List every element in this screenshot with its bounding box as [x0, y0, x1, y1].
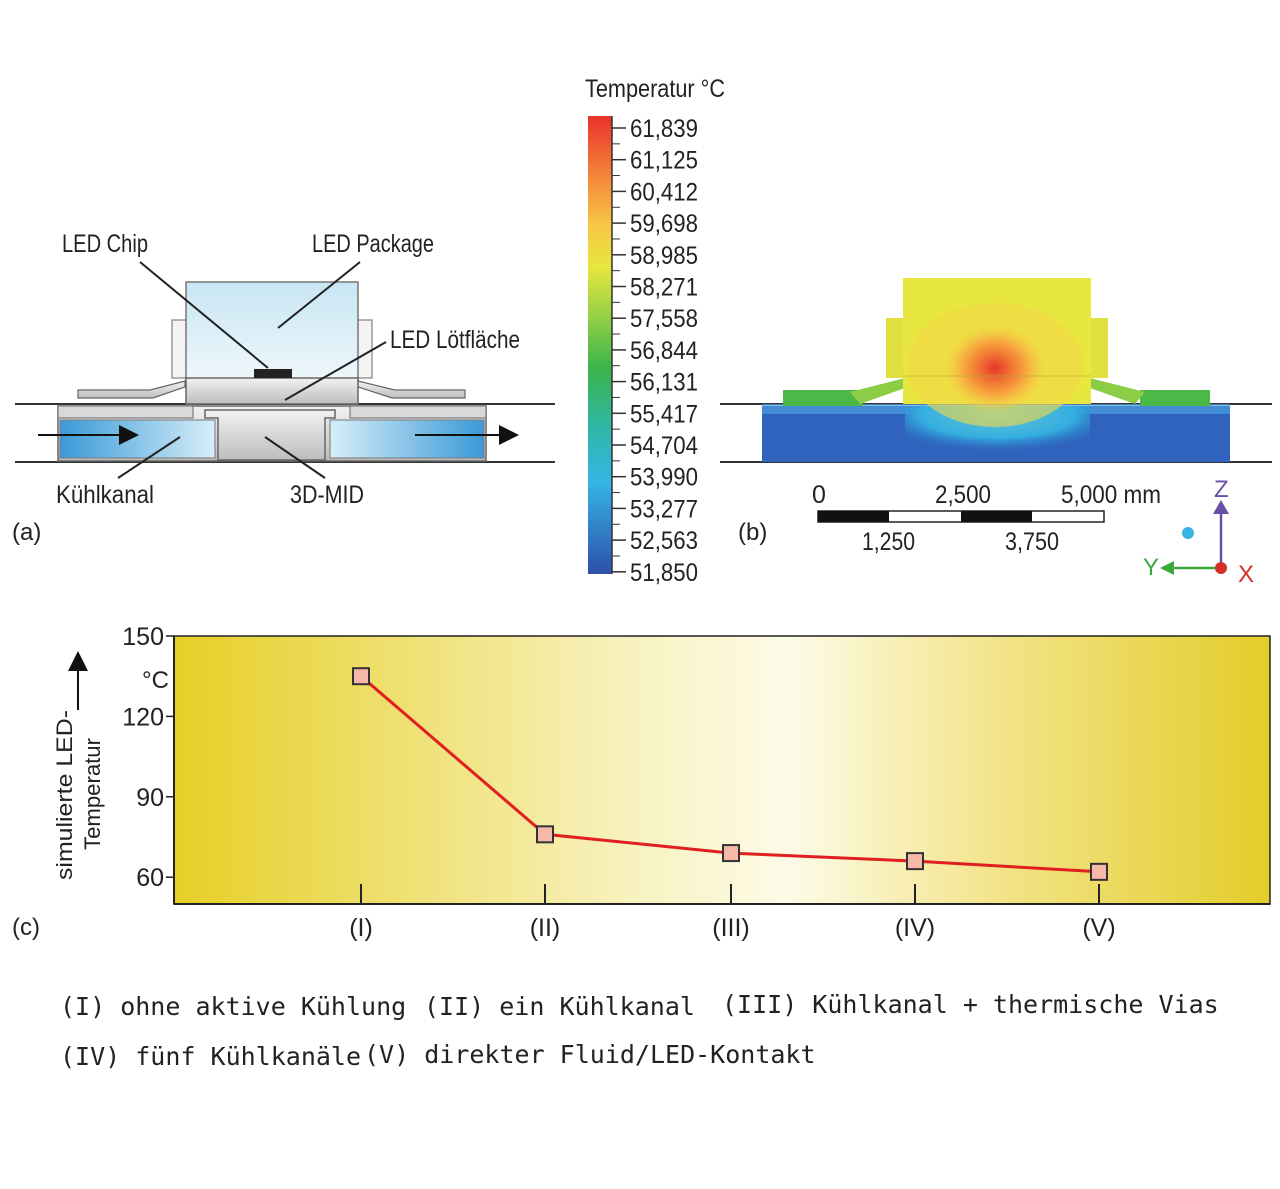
panel-a-schematic: LED Chip LED Package LED Lötfläche Kühlk…: [12, 230, 555, 546]
colorbar-tick-label: 53,277: [630, 495, 698, 523]
y-tick-label: 60: [136, 864, 164, 892]
scale-bar-seg-3: [961, 511, 1032, 522]
leader-package: [277, 261, 361, 329]
leader-pad: [284, 341, 387, 401]
data-point: [536, 825, 554, 844]
x-tick-label: (II): [530, 914, 561, 942]
leader-chip: [139, 261, 269, 369]
thermal-bridge-left: [850, 378, 905, 404]
colorbar-tick-label: 61,125: [630, 147, 698, 175]
legend-item-4: (IV) fünf Kühlkanäle: [60, 1042, 362, 1071]
x-tick-label: (I): [349, 914, 373, 942]
legend-item-1: (I) ohne aktive Kühlung: [60, 992, 407, 1021]
thermal-lead-right: [1140, 390, 1210, 406]
colorbar-tick-label: 51,850: [630, 559, 698, 587]
colorbar-tick-label: 56,844: [630, 337, 698, 365]
y-unit-label: °C: [142, 667, 169, 694]
colorbar-tick-label: 55,417: [630, 400, 698, 428]
triad-y-label: Y: [1143, 554, 1159, 581]
data-point: [906, 852, 924, 871]
legend-item-5: (V) direkter Fluid/LED-Kontakt: [364, 1040, 816, 1069]
led-solder-pad: [185, 377, 359, 405]
scale-label-3750: 3,750: [1005, 528, 1059, 556]
y-tick-label: 90: [136, 784, 164, 812]
triad-z-label: Z: [1214, 476, 1229, 503]
contact-pad-left: [57, 405, 194, 419]
colorbar: [588, 116, 612, 574]
thermal-lead-left: [783, 390, 863, 406]
scale-label-0: 0: [812, 481, 826, 509]
triad-z-arrow: [1213, 500, 1229, 514]
led-package-lens: [185, 281, 359, 381]
colorbar-tick-label: 56,131: [630, 369, 698, 397]
y-ticks: 60 90 120 150: [122, 623, 174, 892]
scale-label-2500: 2,500: [935, 481, 991, 509]
colorbar-tick-label: 61,839: [630, 115, 698, 143]
cooling-channel-left: [59, 419, 216, 459]
colorbar-tick-label: 58,271: [630, 274, 698, 302]
label-led-chip: LED Chip: [62, 230, 148, 258]
colorbar-tick-label: 59,698: [630, 210, 698, 238]
x-tick-label: (V): [1082, 914, 1115, 942]
colorbar-tick-label: 60,412: [630, 178, 698, 206]
leader-substrate: [264, 436, 326, 479]
y-tick-label: 120: [122, 703, 164, 731]
series-points: [352, 667, 1108, 881]
colorbar-tick-label: 53,990: [630, 464, 698, 492]
triad-x-label: X: [1238, 561, 1254, 588]
colorbar-tick-label: 54,704: [630, 432, 698, 460]
y-label-line1: simulierte LED-: [52, 710, 77, 880]
triad-y-arrow: [1160, 561, 1174, 575]
data-point: [722, 844, 740, 863]
legend-item-2: (II) ein Kühlkanal: [424, 992, 695, 1021]
data-point: [1090, 862, 1108, 881]
colorbar-tick-label: 57,558: [630, 305, 698, 333]
label-led-package: LED Package: [312, 230, 434, 258]
thermal-side-left: [886, 318, 904, 378]
legend-item-3: (III) Kühlkanal + thermische Vias: [722, 990, 1219, 1019]
thermal-hotspot: [943, 324, 1047, 412]
y-tick-label: 150: [122, 623, 164, 651]
x-ticks: (I) (II) (III) (IV) (V): [349, 884, 1116, 942]
data-point: [352, 667, 370, 686]
label-kuehlkanal: Kühlkanal: [56, 481, 154, 509]
mid-center-block: [204, 409, 336, 461]
panel-b-tag: (b): [738, 519, 767, 546]
colorbar-tick-label: 52,563: [630, 527, 698, 555]
led-chip: [254, 369, 292, 378]
y-label-line2: Temperatur: [80, 738, 105, 850]
x-tick-label: (III): [712, 914, 750, 942]
x-tick-label: (IV): [895, 914, 935, 942]
scale-label-5000: 5,000 mm: [1061, 481, 1161, 509]
label-led-loetflaeche: LED Lötfläche: [390, 326, 520, 354]
scale-label-1250: 1,250: [862, 528, 915, 556]
thermal-bridge-right: [1090, 378, 1145, 404]
cooling-channel-right: [329, 419, 485, 459]
leader-channel: [117, 436, 181, 479]
colorbar-tick-label: 58,985: [630, 242, 698, 270]
colorbar-title: Temperatur °C: [585, 75, 725, 103]
lead-right: [357, 380, 466, 399]
panel-a-tag: (a): [12, 519, 41, 546]
lead-left: [77, 380, 186, 399]
contact-pad-right: [349, 405, 487, 419]
y-label-group: simulierte LED- Temperatur: [52, 710, 105, 880]
triad-origin: [1215, 562, 1227, 574]
thermal-side-right: [1090, 318, 1108, 378]
triad-view-dot: [1182, 527, 1194, 539]
colorbar-ticks: 61,839 61,125 60,412 59,698 58,985 58,271 57,5…: [612, 115, 698, 587]
panel-c-tag: (c): [12, 914, 40, 941]
label-3d-mid: 3D-MID: [290, 481, 364, 509]
scale-bar-seg-1: [818, 511, 889, 522]
panel-b-thermal: Temperatur °C 61,839 61,125 60,412 59,698 58…: [585, 75, 1272, 588]
panel-c-chart: 60 90 120 150 (I) (II) (III) (IV) (V) °C simuli…: [12, 623, 1271, 942]
